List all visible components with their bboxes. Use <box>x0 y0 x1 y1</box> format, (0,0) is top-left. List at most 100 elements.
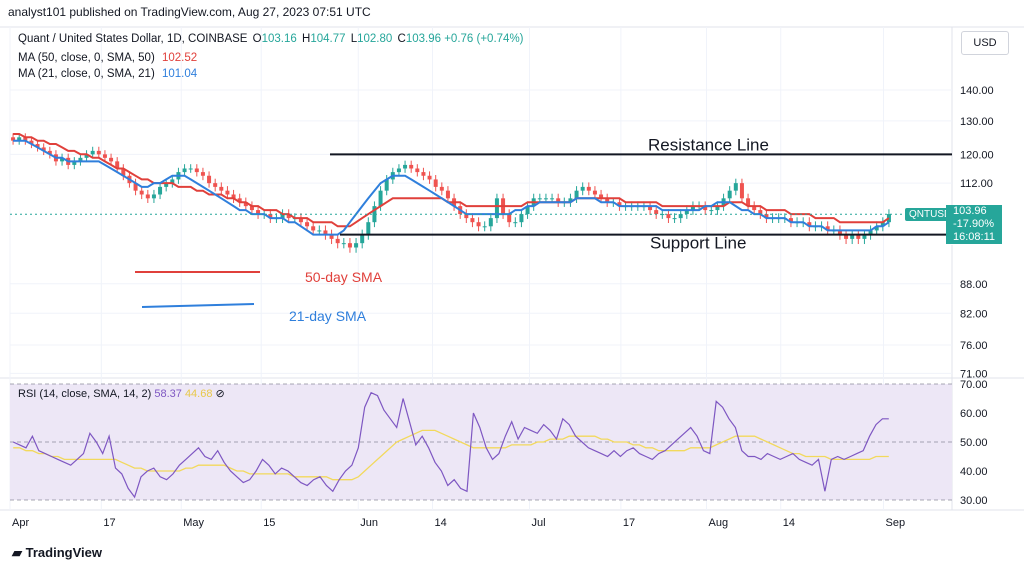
candle-body <box>660 214 665 216</box>
candle-body <box>280 214 285 219</box>
rsi-value: 58.37 <box>154 388 182 400</box>
candle-body <box>109 157 114 162</box>
candle-body <box>360 234 365 244</box>
candle-body <box>537 198 542 200</box>
candle-body <box>207 175 212 184</box>
candle-body <box>409 164 414 169</box>
candle-body <box>403 164 408 169</box>
resistance-label: Resistance Line <box>648 135 769 154</box>
candle-body <box>35 144 40 148</box>
rsi-sma-line <box>13 429 889 481</box>
candle-body <box>525 206 530 215</box>
candle-body <box>323 230 328 235</box>
candle-body <box>17 137 22 141</box>
time-tick-label: Jul <box>532 517 546 529</box>
symbol-legend: Quant / United States Dollar, 1D, COINBA… <box>18 33 524 45</box>
candle-body <box>84 154 89 158</box>
time-tick-label: 17 <box>103 517 115 529</box>
candle-body <box>574 190 579 199</box>
candle-body <box>298 218 303 223</box>
rsi-band <box>10 383 952 501</box>
candle-body <box>96 150 101 155</box>
rsi-label: RSI (14, close, SMA, 14, 2) <box>18 388 152 400</box>
time-tick-label: Aug <box>709 517 729 529</box>
candle-body <box>494 198 499 219</box>
candle-body <box>825 226 830 231</box>
time-tick-label: Apr <box>12 517 29 529</box>
high-value: 104.77 <box>310 33 346 45</box>
rsi-lines <box>12 391 889 499</box>
annotations: Resistance Line Support Line 50-day SMA 21-… <box>10 135 952 324</box>
candle-body <box>256 210 261 215</box>
brand-label: TradingView <box>25 545 102 560</box>
candle-body <box>862 234 867 239</box>
candle-body <box>874 226 879 231</box>
candle-body <box>335 238 340 244</box>
price-tick-label: 76.00 <box>960 340 988 352</box>
candle-body <box>556 198 561 203</box>
price-tick-label: 88.00 <box>960 279 988 291</box>
candle-body <box>727 190 732 199</box>
candle-body <box>844 234 849 239</box>
ma21-legend-line <box>141 303 255 308</box>
candle-body <box>543 198 548 200</box>
rsi-sma-value: 44.68 <box>184 388 213 400</box>
price-tick-label: 130.00 <box>960 116 994 128</box>
price-tick-label: 140.00 <box>960 85 994 97</box>
candle-body <box>317 230 322 232</box>
bar-countdown: 16:08:11 <box>946 231 1002 244</box>
candle-body <box>476 222 481 227</box>
candle-body <box>11 137 16 141</box>
candle-body <box>488 218 493 227</box>
ma21-annotation: 21-day SMA <box>289 308 367 324</box>
price-tag: 103.96 -17.90% 16:08:11 <box>946 205 1002 245</box>
time-tick-label: 15 <box>263 517 275 529</box>
candle-body <box>231 194 236 199</box>
price-tick-label: 82.00 <box>960 308 988 320</box>
candle-body <box>788 218 793 223</box>
support-label: Support Line <box>650 234 746 253</box>
candle-body <box>672 218 677 220</box>
close-value: 103.96 <box>405 33 442 45</box>
candle-body <box>482 226 487 228</box>
eye-icon[interactable]: ⊘ <box>215 388 225 400</box>
rsi-tick-label: 70.00 <box>960 379 988 391</box>
tradingview-logo[interactable]: ▰ TradingView <box>12 545 102 561</box>
candle-body <box>605 198 610 203</box>
candle-body <box>415 168 420 173</box>
candle-body <box>200 172 205 176</box>
candle-body <box>470 218 475 223</box>
candle-body <box>102 154 107 158</box>
candle-body <box>139 190 144 195</box>
candle-body <box>592 190 597 195</box>
candle-body <box>170 179 175 184</box>
candle-body <box>703 206 708 211</box>
candle-body <box>739 183 744 199</box>
candle-body <box>507 214 512 223</box>
open-value: 103.16 <box>261 33 297 45</box>
candle-body <box>421 172 426 176</box>
candle-body <box>23 137 28 141</box>
rsi-legend: RSI (14, close, SMA, 14, 2) 58.37 44.68 … <box>18 387 225 400</box>
candle-body <box>305 222 310 227</box>
candle-body <box>311 226 316 231</box>
ma50-legend: MA (50, close, 0, SMA, 50) 102.52 <box>18 52 197 64</box>
time-tick-label: 14 <box>434 517 446 529</box>
candle-body <box>886 214 891 223</box>
time-tick-label: May <box>183 517 204 529</box>
low-label: L <box>350 33 358 45</box>
candle-body <box>648 206 653 211</box>
candle-body <box>709 210 714 212</box>
candle-body <box>47 150 52 155</box>
currency-button[interactable]: USD <box>961 31 1009 55</box>
candle-body <box>347 243 352 248</box>
candle-body <box>464 214 469 219</box>
candle-body <box>758 210 763 215</box>
rsi-tick-label: 30.00 <box>960 495 988 507</box>
ma50-label: MA (50, close, 0, SMA, 50) <box>18 52 155 64</box>
candle-body <box>690 206 695 211</box>
candle-body <box>90 150 95 155</box>
publisher-caption: analyst101 published on TradingView.com,… <box>8 5 371 19</box>
price-tick-label: 71.00 <box>960 368 988 380</box>
